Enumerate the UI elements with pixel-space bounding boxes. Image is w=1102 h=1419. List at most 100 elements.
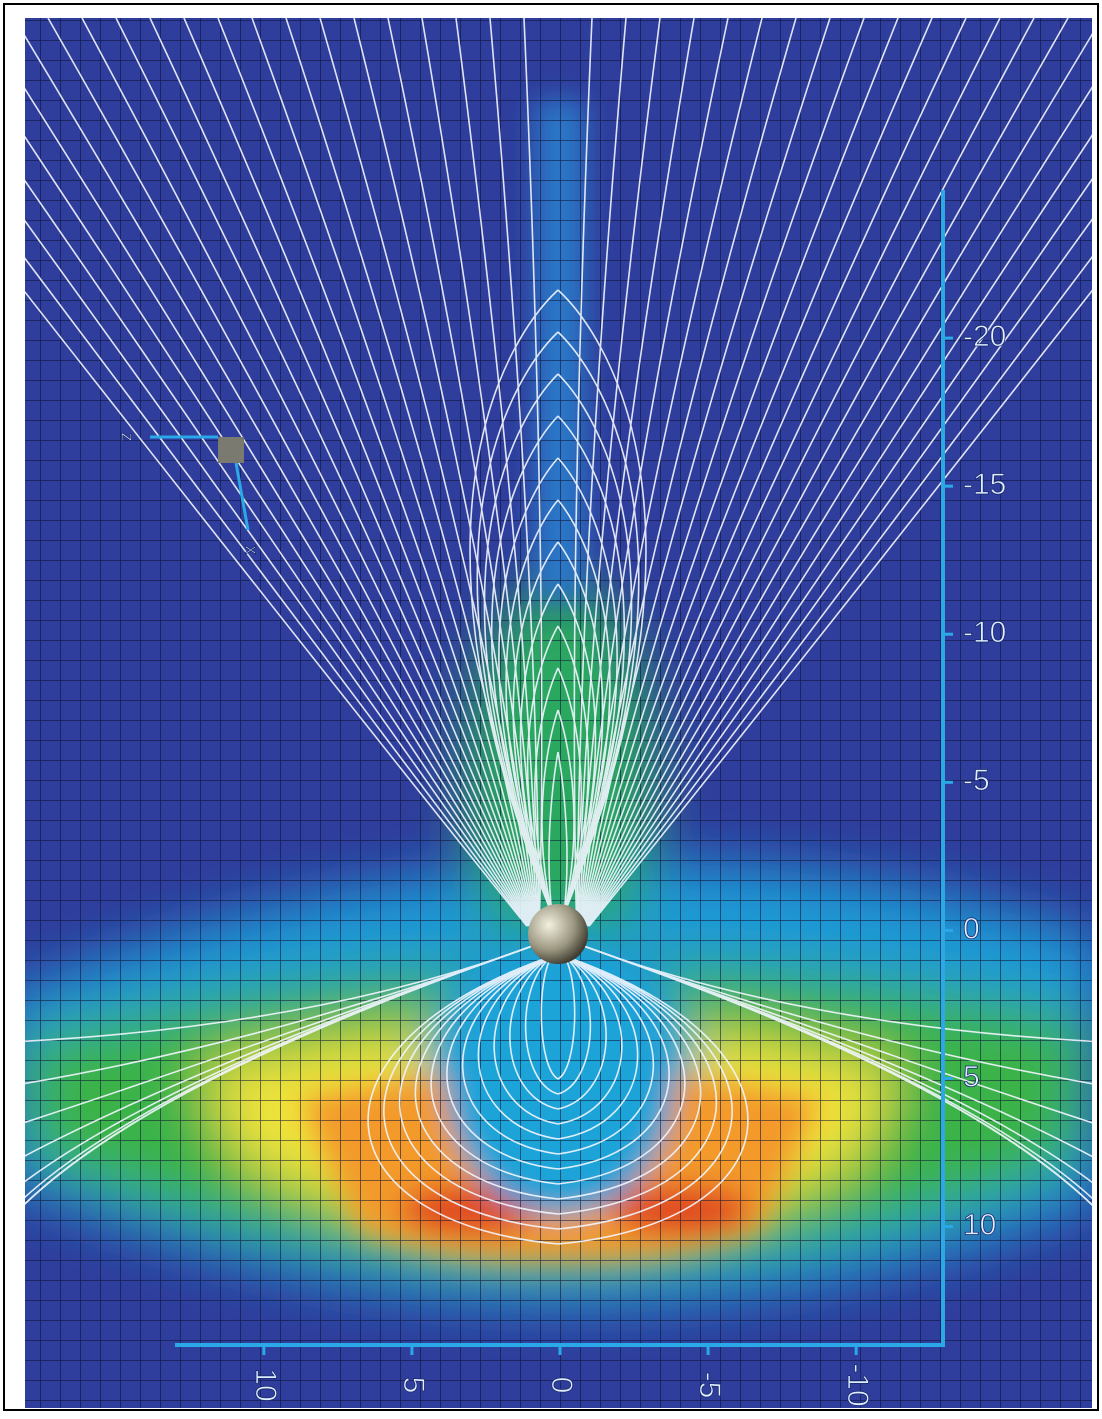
field-line — [557, 955, 670, 1170]
field-line — [586, 134, 1092, 927]
field-line — [25, 179, 530, 927]
field-line — [577, 943, 1092, 1207]
field-line — [557, 955, 718, 1215]
field-line — [25, 943, 539, 1042]
field-line — [519, 583, 559, 915]
field-line — [557, 499, 611, 915]
field-line — [47, 18, 532, 927]
field-line — [455, 18, 539, 927]
plot-image — [25, 18, 1092, 1408]
field-line — [583, 18, 1001, 927]
field-line — [557, 955, 623, 1125]
field-line — [585, 86, 1092, 927]
field-line — [557, 457, 618, 915]
y-tick-label: 5 — [963, 1060, 980, 1093]
field-line — [580, 18, 831, 927]
field-line — [557, 541, 604, 915]
axis-indicator-label: x — [241, 546, 261, 555]
field-line — [586, 178, 1092, 927]
field-line — [587, 218, 1092, 927]
field-line — [557, 955, 702, 1200]
field-line — [557, 955, 686, 1185]
field-line — [476, 331, 559, 915]
field-line — [483, 373, 559, 915]
field-line — [469, 289, 559, 915]
field-line — [489, 18, 540, 927]
field-line — [577, 18, 695, 927]
field-line — [557, 625, 590, 915]
field-line — [81, 18, 533, 927]
field-line — [446, 955, 559, 1170]
axis-indicator — [150, 435, 250, 531]
field-line — [217, 18, 535, 927]
field-line — [577, 18, 661, 927]
field-line — [25, 256, 529, 927]
axis-indicator-label: z — [117, 433, 137, 442]
field-line — [581, 18, 899, 927]
field-line — [183, 18, 535, 927]
y-tick-label: 10 — [963, 1208, 996, 1241]
field-line — [581, 18, 933, 927]
y-tick-label: -15 — [963, 468, 1006, 501]
field-line — [541, 709, 559, 915]
field-line — [576, 18, 627, 927]
field-line — [115, 18, 533, 927]
field-line — [557, 955, 607, 1110]
field-line — [524, 955, 559, 1095]
field-line — [149, 18, 534, 927]
field-line — [421, 18, 539, 927]
field-line — [557, 955, 749, 1245]
x-tick-label: 10 — [249, 1368, 282, 1401]
field-line — [505, 499, 559, 915]
field-line — [493, 955, 559, 1125]
field-line — [512, 541, 559, 915]
field-line — [557, 583, 597, 915]
field-line — [251, 18, 536, 927]
field-line — [477, 955, 559, 1140]
field-line — [25, 219, 529, 927]
field-line — [557, 667, 582, 915]
field-line — [587, 255, 1092, 927]
field-line — [557, 373, 633, 915]
x-tick-label: 5 — [397, 1377, 430, 1394]
field-line — [498, 457, 559, 915]
field-line — [414, 955, 559, 1200]
x-tick-label: -5 — [693, 1372, 726, 1399]
field-line — [285, 18, 536, 927]
field-line — [540, 955, 559, 1080]
field-line — [557, 955, 639, 1140]
field-line — [557, 415, 626, 915]
field-line — [557, 955, 592, 1095]
y-tick-label: -20 — [963, 320, 1006, 353]
field-line — [25, 87, 531, 927]
field-line — [557, 751, 568, 915]
field-line — [490, 415, 559, 915]
field-line — [557, 331, 640, 915]
field-line — [25, 135, 530, 927]
field-line — [383, 955, 559, 1230]
field-line — [398, 955, 559, 1215]
field-line — [577, 943, 1092, 1043]
field-line — [526, 625, 559, 915]
y-tick-label: 0 — [963, 912, 980, 945]
field-line — [25, 943, 539, 1206]
field-line — [582, 18, 967, 927]
field-line — [580, 18, 865, 927]
field-line — [367, 955, 559, 1245]
field-line — [25, 34, 532, 927]
field-line — [583, 18, 1035, 927]
field-line — [557, 709, 575, 915]
field-line — [548, 751, 559, 915]
x-tick-label: -10 — [841, 1363, 874, 1406]
y-tick-label: -5 — [963, 764, 990, 797]
field-line — [557, 955, 733, 1230]
field-line — [588, 289, 1092, 927]
field-line — [557, 955, 655, 1155]
x-tick-label: 0 — [545, 1377, 578, 1394]
field-line — [461, 955, 559, 1155]
field-line — [25, 290, 528, 927]
field-line — [534, 667, 559, 915]
y-tick-label: -10 — [963, 616, 1006, 649]
frame — [3, 3, 1099, 1411]
